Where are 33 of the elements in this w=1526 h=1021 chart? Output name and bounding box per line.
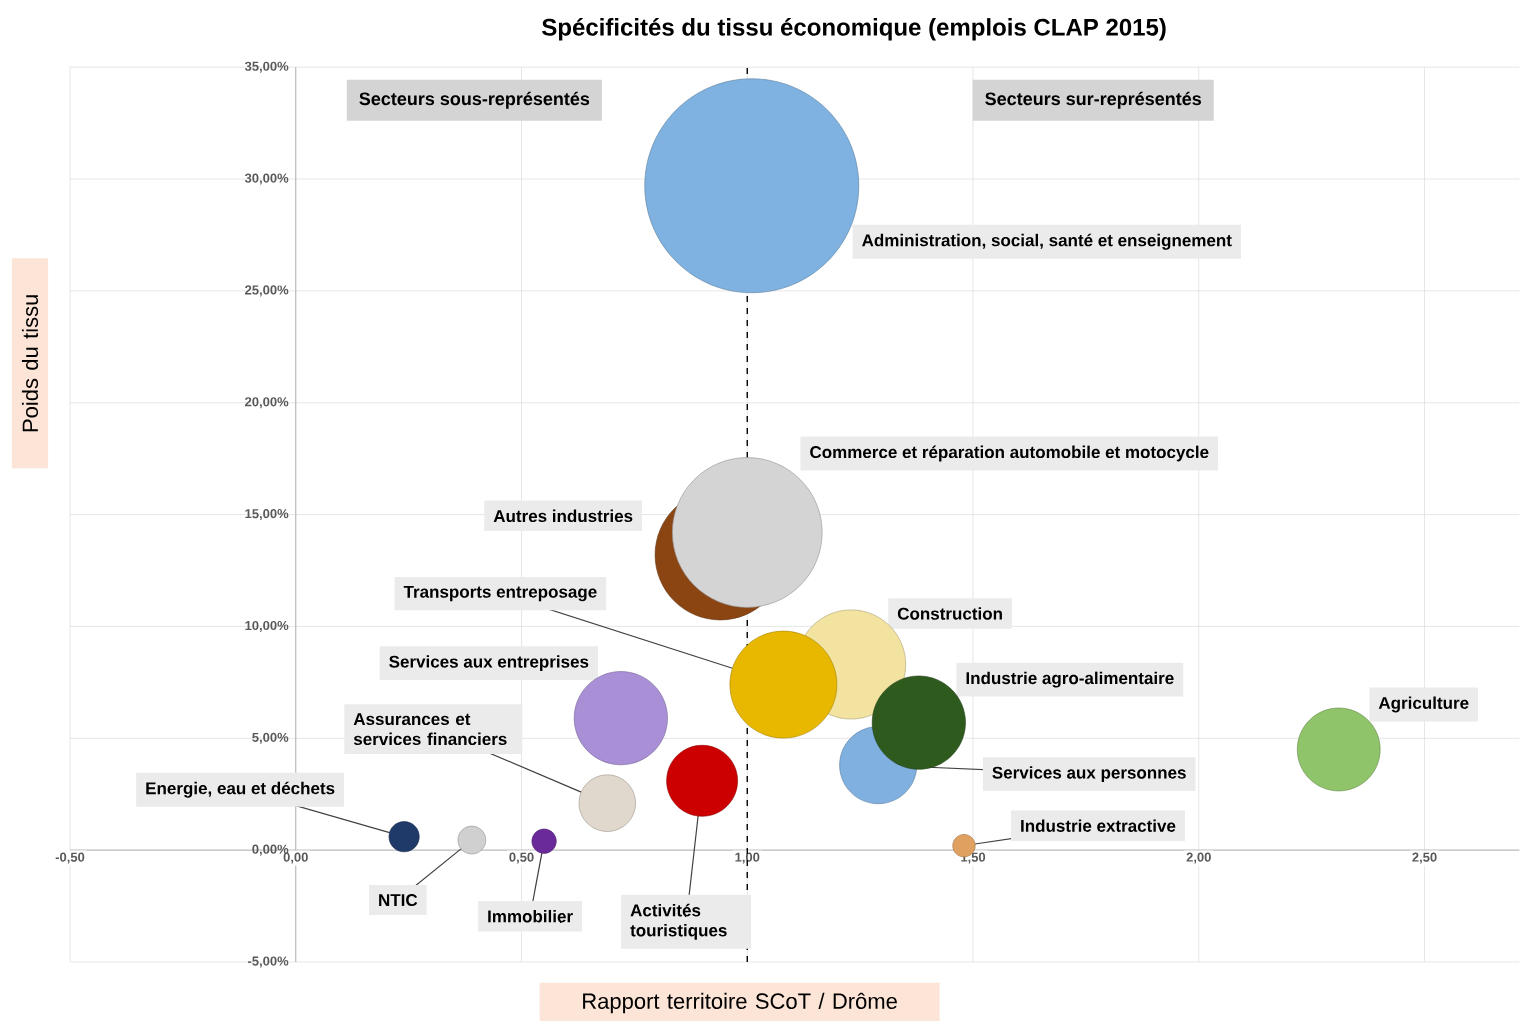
x-axis-title: Rapport territoire SCoT / Drôme (583, 992, 897, 1014)
y-tick-label: 20,00% (245, 397, 289, 409)
annotation: Secteurs sur-représentés (985, 91, 1201, 109)
x-tick-label: 0,50 (509, 852, 534, 864)
y-tick-label: 5,00% (252, 732, 289, 744)
text: Activités touristiques (630, 903, 727, 940)
text: Energie, eau et déchets (146, 781, 335, 798)
text: NTIC (379, 894, 418, 907)
y-tick-label: 25,00% (245, 285, 289, 297)
series-label: Industrie agro-alimentaire (966, 671, 1174, 688)
text: Administration, social, santé et enseignement (862, 233, 1232, 250)
series-label: Agriculture (1378, 696, 1469, 713)
x-tick-label: 2,50 (1412, 852, 1437, 864)
y-tick-label: 15,00% (245, 509, 289, 521)
text: Industrie extractive (1021, 819, 1176, 832)
text: Services aux personnes (992, 766, 1186, 783)
text: Transports entreposage (403, 585, 597, 602)
y-tick-label: 10,00% (245, 620, 289, 632)
annotation: Secteurs sous-représentés (359, 91, 590, 109)
text: Autres industries (493, 509, 633, 523)
y-tick-label: 30,00% (244, 173, 289, 185)
chart-title: Spécificités du tissu économique (emplois CLAP 2015) (542, 17, 1166, 41)
x-tick-label: 2,00 (1186, 852, 1211, 864)
x-tick-label: 1,00 (735, 852, 760, 864)
y-tick-label: 35,00% (244, 61, 289, 73)
series-label: Services aux entreprises (389, 655, 589, 672)
series-label: Construction (897, 607, 1002, 620)
text: Assurances et services financiers (353, 713, 507, 746)
text: Immobilier (488, 909, 573, 923)
text: Commerce et réparation automobile et motocycle (810, 445, 1209, 462)
y-tick-label: -5,00% (248, 956, 289, 968)
y-axis-title: Poids du tissu (21, 295, 39, 432)
x-tick-label: -0,50 (55, 852, 85, 864)
